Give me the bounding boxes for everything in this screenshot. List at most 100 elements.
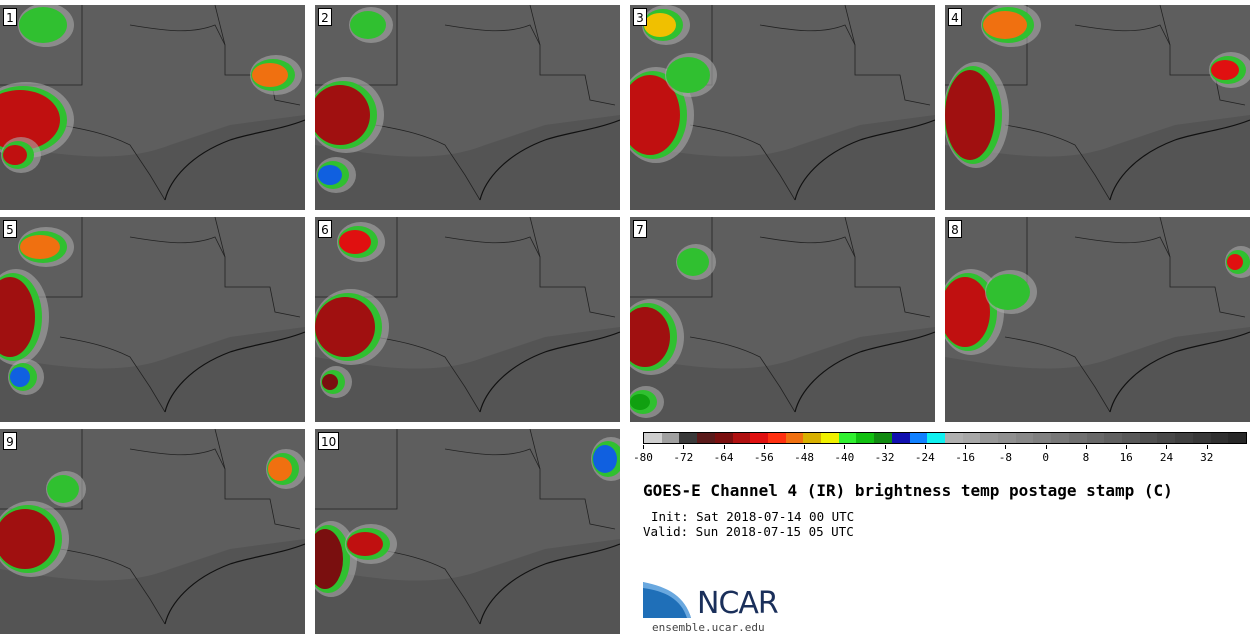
postage-stamp-panel: 3	[630, 5, 935, 210]
ir-satellite-map-icon	[0, 5, 305, 210]
colorbar-swatch	[1175, 433, 1193, 443]
site-url: ensemble.ucar.edu	[652, 621, 765, 634]
postage-stamp-panel: 9	[0, 429, 305, 634]
postage-stamp-panel: 8	[945, 217, 1250, 422]
colorbar-tick-label: 32	[1200, 451, 1214, 464]
ir-satellite-map-icon	[315, 5, 620, 210]
colorbar-tick	[924, 445, 926, 449]
ncar-logo-text: NCAR	[697, 586, 779, 621]
colorbar-swatch	[1086, 433, 1105, 443]
colorbar-swatch	[1068, 433, 1087, 443]
colorbar-swatch	[838, 433, 857, 443]
colorbar-swatch	[785, 433, 804, 443]
panel-label: 2	[318, 8, 332, 26]
colorbar-tick	[804, 445, 806, 449]
panel-label: 4	[948, 8, 962, 26]
colorbar-tick	[1005, 445, 1007, 449]
colorbar-swatch	[679, 433, 698, 443]
panel-label: 1	[3, 8, 17, 26]
postage-stamp-panel: 1	[0, 5, 305, 210]
colorbar-swatch	[1157, 433, 1176, 443]
colorbar-swatch	[644, 433, 662, 443]
colorbar-swatch	[980, 433, 999, 443]
colorbar-tick-label: 0	[1042, 451, 1049, 464]
colorbar-tick	[1166, 445, 1168, 449]
colorbar-swatch	[767, 433, 786, 443]
colorbar-swatch	[1192, 433, 1211, 443]
colorbar-swatch	[1033, 433, 1052, 443]
colorbar-tick	[965, 445, 967, 449]
colorbar-tick	[763, 445, 765, 449]
colorbar-tick	[683, 445, 685, 449]
colorbar-swatch	[856, 433, 875, 443]
colorbar-tick-label: -40	[834, 451, 855, 464]
colorbar-tick	[1126, 445, 1128, 449]
figure-title: GOES-E Channel 4 (IR) brightness temp po…	[643, 481, 1173, 500]
colorbar-tick	[1206, 445, 1208, 449]
colorbar-swatch	[891, 433, 910, 443]
colorbar-swatch	[962, 433, 981, 443]
colorbar-swatch	[944, 433, 963, 443]
panel-label: 6	[318, 220, 332, 238]
colorbar-tick	[643, 445, 644, 449]
colorbar-tick	[884, 445, 886, 449]
postage-stamp-panel: 7	[630, 217, 935, 422]
colorbar-tick-label: -72	[673, 451, 694, 464]
ir-satellite-map-icon	[0, 429, 305, 634]
colorbar-swatch	[1051, 433, 1069, 443]
colorbar-tick	[844, 445, 846, 449]
panel-label: 5	[3, 220, 17, 238]
colorbar-swatch	[714, 433, 733, 443]
postage-stamp-panel: 2	[315, 5, 620, 210]
colorbar-swatch	[998, 433, 1016, 443]
colorbar-tick-label: -32	[874, 451, 895, 464]
colorbar-tick-label: -16	[955, 451, 976, 464]
colorbar-swatch	[661, 433, 680, 443]
colorbar-swatch	[697, 433, 715, 443]
ncar-logo-icon	[643, 582, 691, 618]
postage-stamp-panel: 4	[945, 5, 1250, 210]
panel-label: 9	[3, 432, 17, 450]
ir-satellite-map-icon	[630, 217, 935, 422]
colorbar-swatch	[1139, 433, 1158, 443]
panel-label: 7	[633, 220, 647, 238]
colorbar-tick	[1045, 445, 1047, 449]
ir-satellite-map-icon	[315, 429, 620, 634]
panel-label: 10	[318, 432, 340, 450]
colorbar-swatch	[874, 433, 892, 443]
init-time: Init: Sat 2018-07-14 00 UTC	[651, 509, 855, 524]
colorbar-swatch	[1121, 433, 1140, 443]
colorbar-tick-label: 16	[1119, 451, 1133, 464]
colorbar-tick-label: -8	[998, 451, 1013, 464]
colorbar-swatch	[1210, 433, 1229, 443]
colorbar-tick-label: -80	[633, 451, 653, 464]
colorbar-swatch	[909, 433, 928, 443]
colorbar-swatch	[1015, 433, 1034, 443]
colorbar-tick-label: -24	[914, 451, 935, 464]
colorbar-swatch	[732, 433, 751, 443]
colorbar-swatch	[750, 433, 768, 443]
colorbar-swatch	[803, 433, 822, 443]
colorbar-tick-label: -64	[713, 451, 734, 464]
colorbar-tick-label: -48	[794, 451, 814, 464]
valid-time: Valid: Sun 2018-07-15 05 UTC	[643, 524, 854, 539]
postage-stamp-panel: 5	[0, 217, 305, 422]
ir-satellite-map-icon	[0, 217, 305, 422]
colorbar-tick	[723, 445, 725, 449]
colorbar-swatch	[927, 433, 945, 443]
panel-label: 8	[948, 220, 962, 238]
colorbar-swatch	[1228, 433, 1246, 443]
postage-stamp-panel: 6	[315, 217, 620, 422]
colorbar-tick-label: 24	[1159, 451, 1174, 464]
ir-satellite-map-icon	[315, 217, 620, 422]
colorbar-tick	[1085, 445, 1087, 449]
postage-stamp-panel: 10	[315, 429, 620, 634]
colorbar-swatch	[1104, 433, 1122, 443]
colorbar	[643, 432, 1247, 444]
panel-label: 3	[633, 8, 647, 26]
ir-satellite-map-icon	[945, 217, 1250, 422]
ir-satellite-map-icon	[630, 5, 935, 210]
ir-satellite-map-icon	[945, 5, 1250, 210]
colorbar-tick-label: -56	[753, 451, 774, 464]
colorbar-swatch	[821, 433, 839, 443]
